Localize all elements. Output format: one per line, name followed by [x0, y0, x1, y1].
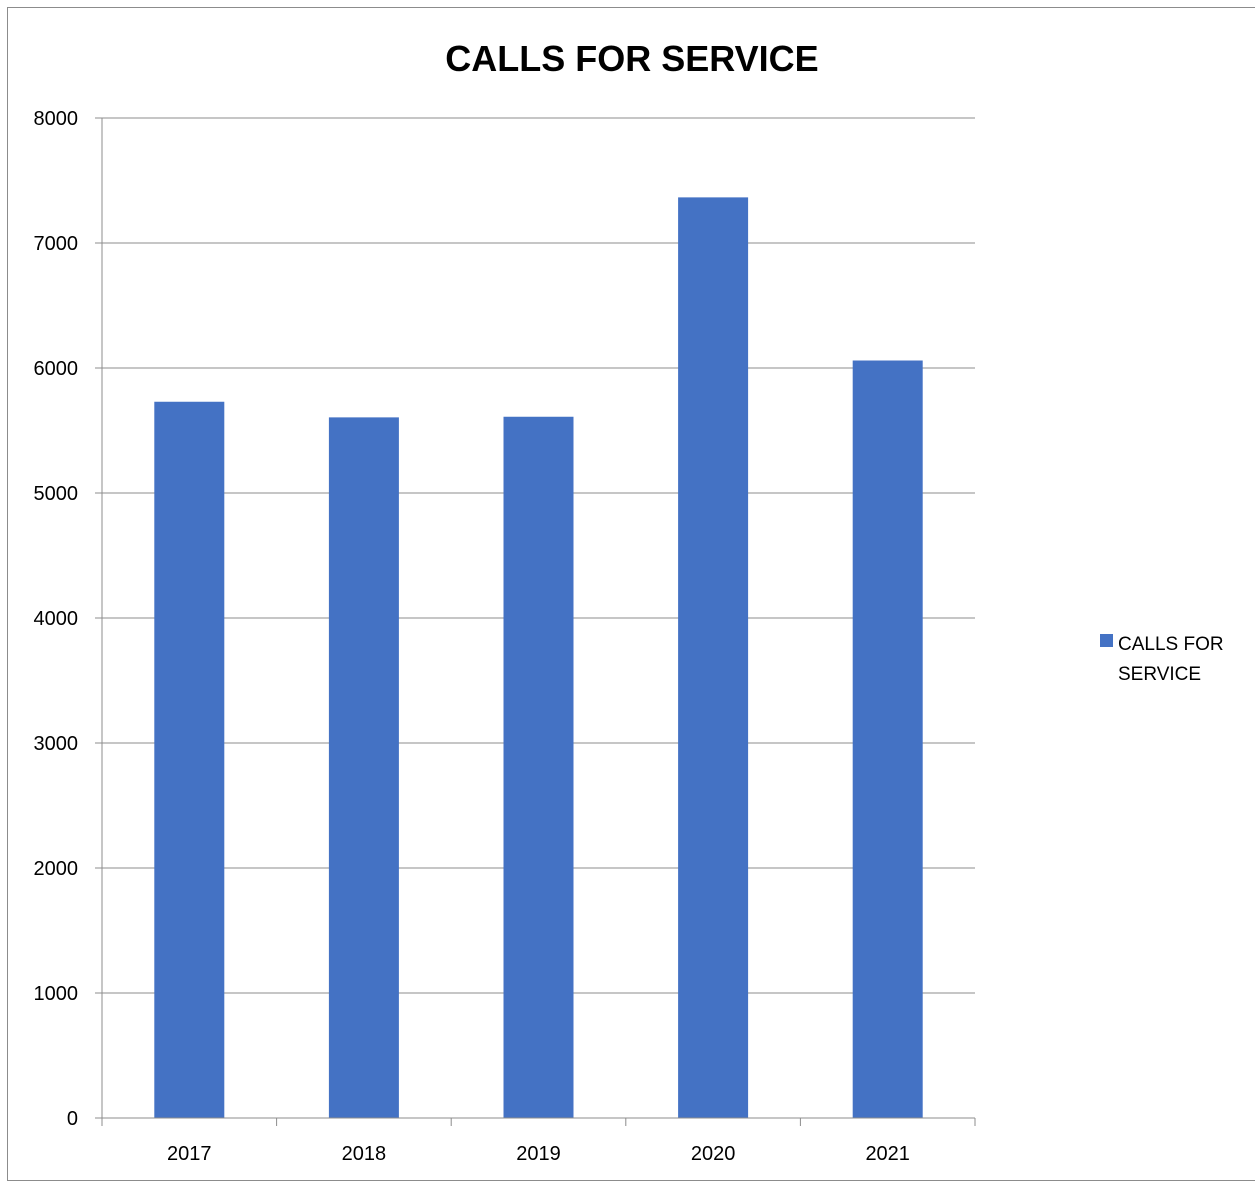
bar-2018: [328, 417, 399, 1118]
bar-2020: [678, 197, 749, 1118]
bar-2017: [154, 401, 225, 1118]
chart-title: CALLS FOR SERVICE: [445, 38, 818, 79]
bars: [154, 197, 923, 1118]
y-tick-label: 1000: [34, 983, 79, 1005]
y-tick-label: 0: [67, 1108, 78, 1130]
y-tick-label: 7000: [34, 233, 79, 255]
y-tick-label: 8000: [34, 108, 79, 130]
legend-label-line-1: CALLS FOR: [1118, 634, 1224, 655]
y-axis-tick-labels: 0 1000 2000 3000 4000 5000 6000 7000 8000: [34, 108, 79, 1130]
y-tick-label: 5000: [34, 483, 79, 505]
x-tick-label: 2021: [865, 1143, 910, 1165]
legend-label-line-2: SERVICE: [1118, 664, 1201, 685]
x-axis-tick-labels: 2017 2018 2019 2020 2021: [167, 1143, 910, 1165]
y-tick-label: 2000: [34, 858, 79, 880]
bar-2019: [503, 416, 574, 1118]
x-tick-label: 2017: [167, 1143, 212, 1165]
x-tick-label: 2018: [342, 1143, 387, 1165]
x-tick-label: 2019: [516, 1143, 561, 1165]
x-tick-label: 2020: [691, 1143, 736, 1165]
axes: [95, 117, 976, 1126]
bar-2021: [852, 360, 923, 1118]
legend-swatch: [1100, 634, 1113, 647]
legend: CALLS FOR SERVICE: [1100, 634, 1224, 685]
y-tick-label: 3000: [34, 733, 79, 755]
y-tick-label: 6000: [34, 358, 79, 380]
y-tick-label: 4000: [34, 608, 79, 630]
